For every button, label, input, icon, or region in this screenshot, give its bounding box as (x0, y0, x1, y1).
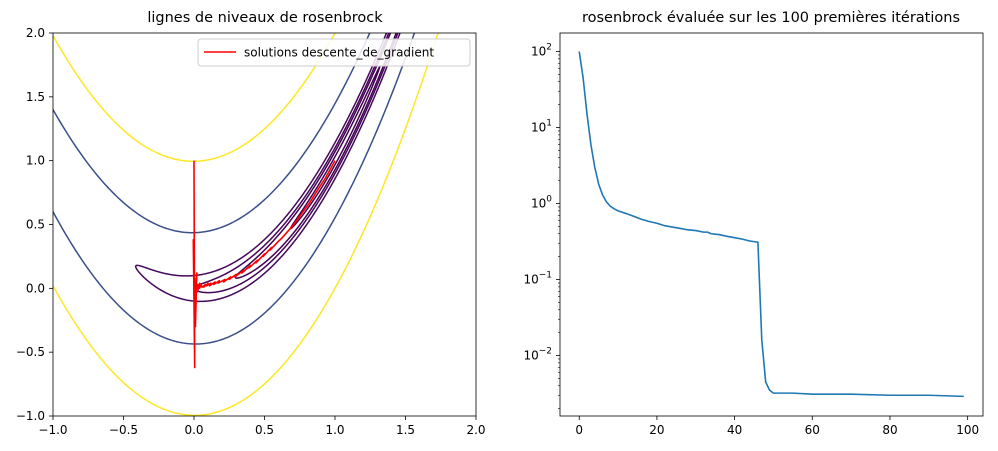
contour-line-1 (289, 66, 381, 230)
contour-line-2 (234, 33, 397, 279)
legend: solutions descente_de_gradient (197, 38, 471, 67)
convergence-panel: rosenbrock évaluée sur les 100 premières… (523, 10, 984, 437)
y-tick-label: 0.0 (26, 281, 45, 295)
y-tick-label: 100 (531, 194, 552, 210)
contour-x-axis: −1.0 −0.5 0.0 0.5 1.0 1.5 2.0 (38, 416, 486, 437)
contour-line-3 (193, 33, 399, 294)
contour-line-4 (134, 33, 401, 303)
contour-y-axis: −1.0 −0.5 0.0 0.5 1.0 1.5 2.0 (16, 26, 53, 423)
contour-line-5 (53, 33, 416, 345)
rosenbrock-value-line (578, 51, 964, 398)
x-tick-label: 100 (956, 423, 979, 437)
y-tick-label: 2.0 (26, 26, 45, 40)
y-tick-label: 0.5 (26, 218, 45, 232)
convergence-series (578, 51, 964, 398)
contour-panel: lignes de niveaux de rosenbrock −1.0 −0.5… (16, 10, 486, 437)
y-tick-label: 102 (531, 42, 552, 58)
convergence-chart-title: rosenbrock évaluée sur les 100 premières… (582, 10, 960, 26)
convergence-y-axis: 10−2 10−1 100 101 102 (523, 42, 560, 409)
contour-lines (53, 33, 439, 416)
y-tick-label: 10−1 (523, 270, 552, 286)
y-tick-label: 1.0 (26, 154, 45, 168)
gradient-descent-path (192, 160, 336, 369)
x-tick-label: 20 (649, 423, 664, 437)
x-tick-label: 60 (805, 423, 820, 437)
x-tick-label: 2.0 (466, 423, 485, 437)
x-tick-label: −1.0 (38, 423, 67, 437)
convergence-plot-frame (559, 32, 984, 417)
convergence-x-axis: 0 20 40 60 80 100 (575, 416, 979, 437)
y-tick-label: 1.5 (26, 90, 45, 104)
x-tick-label: 0.5 (255, 423, 274, 437)
x-tick-label: 0 (575, 423, 583, 437)
y-tick-label: −0.5 (16, 345, 45, 359)
x-tick-label: 80 (882, 423, 897, 437)
x-tick-label: 1.0 (325, 423, 344, 437)
y-tick-label: −1.0 (16, 409, 45, 423)
x-tick-label: 0.0 (184, 423, 203, 437)
legend-box (197, 38, 471, 67)
y-tick-label: 101 (531, 118, 552, 134)
y-tick-label: 10−2 (523, 347, 552, 363)
gradient-descent-line (192, 160, 336, 369)
contour-chart-title: lignes de niveaux de rosenbrock (147, 10, 383, 26)
x-tick-label: −0.5 (109, 423, 138, 437)
x-tick-label: 1.5 (396, 423, 415, 437)
legend-label-gradient-descent: solutions descente_de_gradient (244, 46, 434, 60)
x-tick-label: 40 (727, 423, 742, 437)
